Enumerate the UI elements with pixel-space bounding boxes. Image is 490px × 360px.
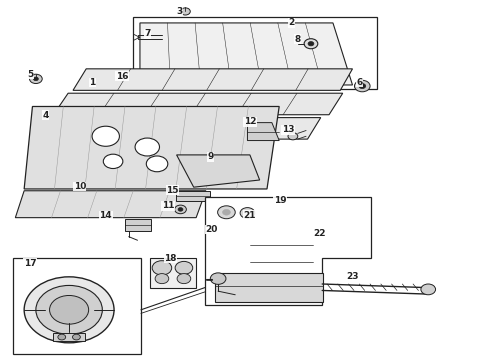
Polygon shape [73, 69, 352, 90]
Circle shape [245, 211, 250, 215]
Circle shape [29, 74, 42, 84]
Circle shape [218, 206, 235, 219]
Circle shape [354, 80, 370, 92]
Circle shape [58, 334, 66, 340]
Circle shape [177, 274, 191, 284]
Circle shape [240, 208, 255, 219]
Polygon shape [53, 333, 85, 341]
Text: 12: 12 [244, 117, 256, 126]
Text: 8: 8 [294, 35, 301, 44]
Text: 18: 18 [165, 254, 177, 263]
Circle shape [308, 41, 314, 46]
Circle shape [304, 39, 318, 49]
Text: 17: 17 [24, 259, 36, 268]
Circle shape [210, 273, 226, 284]
Text: 1: 1 [90, 78, 96, 87]
Circle shape [288, 133, 298, 140]
Circle shape [222, 210, 230, 215]
Text: 22: 22 [313, 229, 325, 238]
Circle shape [135, 138, 159, 156]
Circle shape [152, 261, 171, 275]
Circle shape [147, 156, 168, 172]
Circle shape [103, 154, 123, 168]
Bar [150, 258, 196, 288]
Text: 3: 3 [176, 7, 182, 16]
Circle shape [36, 285, 102, 334]
Polygon shape [125, 219, 151, 231]
Bar [250, 226, 314, 279]
Circle shape [359, 84, 366, 89]
Text: 9: 9 [208, 152, 214, 161]
Polygon shape [15, 191, 206, 218]
Text: 23: 23 [346, 271, 359, 280]
Text: 13: 13 [282, 125, 294, 134]
Bar [254, 226, 310, 234]
Text: 15: 15 [167, 185, 179, 194]
Polygon shape [53, 93, 343, 115]
Polygon shape [215, 273, 323, 302]
Polygon shape [247, 123, 279, 140]
Text: 11: 11 [162, 201, 174, 210]
Text: 4: 4 [43, 111, 49, 120]
Text: 2: 2 [288, 18, 294, 27]
Circle shape [73, 334, 80, 340]
Polygon shape [205, 197, 371, 305]
Text: 19: 19 [274, 196, 287, 205]
Bar [133, 17, 377, 89]
Text: 6: 6 [357, 78, 363, 87]
Text: 5: 5 [27, 70, 33, 79]
Circle shape [174, 205, 186, 214]
Circle shape [49, 296, 89, 324]
Polygon shape [175, 191, 210, 201]
Text: 14: 14 [99, 211, 112, 220]
Circle shape [421, 284, 436, 295]
Bar [211, 202, 265, 230]
Polygon shape [36, 118, 321, 139]
Bar [13, 258, 141, 354]
Text: 21: 21 [244, 211, 256, 220]
Text: 16: 16 [116, 72, 128, 81]
Circle shape [175, 261, 193, 274]
Circle shape [33, 77, 38, 81]
Circle shape [155, 274, 169, 284]
Polygon shape [24, 107, 279, 189]
Text: 7: 7 [144, 29, 150, 38]
Circle shape [92, 126, 120, 146]
Circle shape [180, 8, 190, 15]
Text: 20: 20 [206, 225, 218, 234]
Polygon shape [176, 155, 260, 187]
Circle shape [178, 208, 183, 211]
Polygon shape [140, 23, 352, 85]
Circle shape [24, 277, 114, 343]
Text: 10: 10 [74, 182, 86, 191]
